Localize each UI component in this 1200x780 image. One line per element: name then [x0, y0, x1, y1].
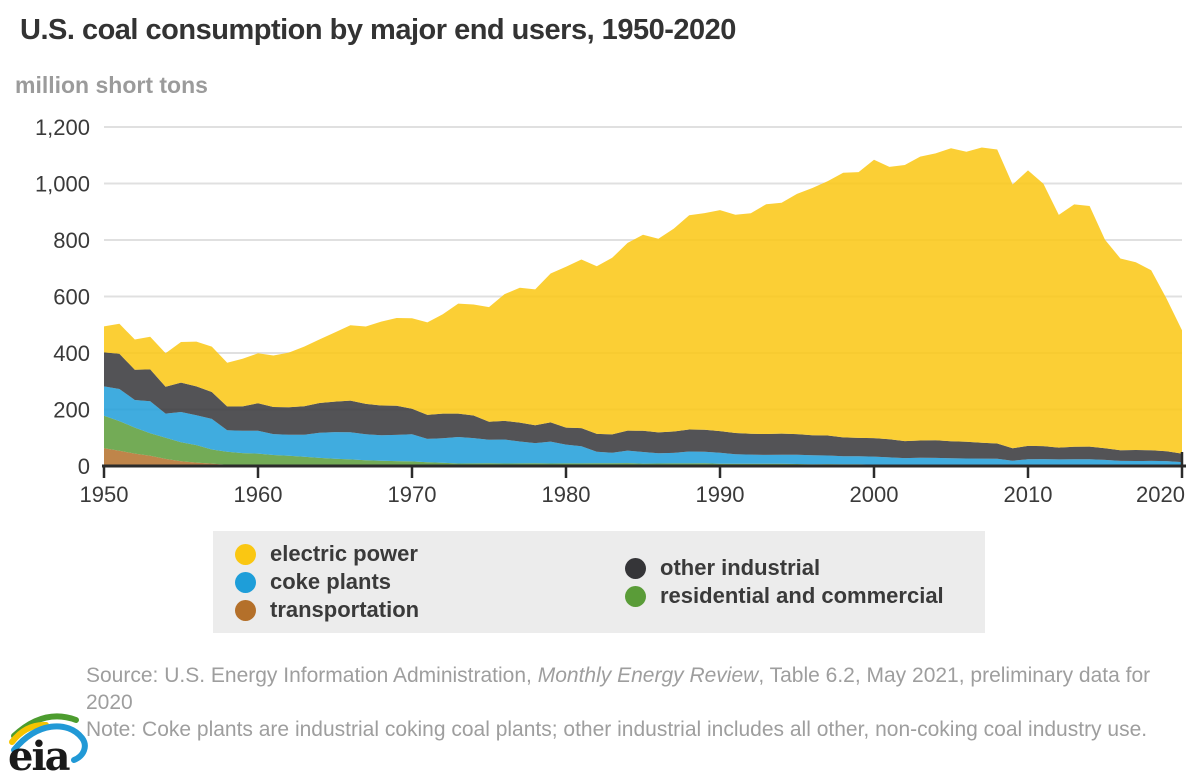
y-tick-label-200: 200	[53, 398, 90, 423]
area-electric-power	[104, 147, 1182, 454]
legend-swatch-icon	[625, 557, 646, 579]
logo-wordmark: eia	[8, 733, 70, 776]
legend-item-residential-and-commercial: residential and commercial	[625, 582, 965, 610]
legend: electric power coke plants transportation …	[213, 531, 985, 633]
legend-label: other industrial	[660, 555, 821, 580]
note-text: Note: Coke plants are industrial coking …	[86, 718, 1148, 741]
legend-swatch-icon	[235, 543, 256, 565]
legend-swatch-icon	[235, 571, 256, 593]
legend-item-electric-power: electric power	[235, 540, 625, 568]
legend-label: transportation	[270, 597, 420, 622]
area-coke-plants	[104, 386, 1182, 466]
legend-item-other-industrial: other industrial	[625, 554, 965, 582]
y-tick-label-0: 0	[78, 454, 90, 479]
legend-item-coke-plants: coke plants	[235, 568, 625, 596]
x-tick-label-1990: 1990	[696, 482, 745, 507]
y-axis-units-label: million short tons	[15, 72, 208, 98]
area-other-industrial	[104, 352, 1182, 463]
x-tick-label-2020: 2020	[1136, 482, 1185, 507]
x-tick-label-1960: 1960	[234, 482, 283, 507]
area-transportation	[104, 448, 1182, 466]
y-tick-label-400: 400	[53, 341, 90, 366]
legend-swatch-icon	[625, 585, 646, 607]
x-tick-label-2010: 2010	[1004, 482, 1053, 507]
footer-text: Source: U.S. Energy Information Administ…	[86, 662, 1158, 743]
eia-logo: eia	[8, 713, 88, 776]
page-title: U.S. coal consumption by major end users…	[20, 14, 736, 46]
legend-label: electric power	[270, 541, 418, 566]
x-tick-label-1950: 1950	[80, 482, 129, 507]
x-tick-label-2000: 2000	[850, 482, 899, 507]
source-text: Source: U.S. Energy Information Administ…	[86, 664, 1151, 714]
legend-label: residential and commercial	[660, 583, 944, 608]
y-tick-label-800: 800	[53, 228, 90, 253]
x-tick-label-1980: 1980	[542, 482, 591, 507]
y-tick-label-1200: 1,200	[35, 115, 90, 140]
legend-label: coke plants	[270, 569, 392, 594]
logo-yellow-swoosh-icon	[9, 721, 49, 745]
legend-item-transportation: transportation	[235, 596, 625, 624]
legend-column-2: other industrial residential and commerci…	[625, 554, 965, 610]
y-tick-label-600: 600	[53, 285, 90, 310]
legend-swatch-icon	[235, 599, 256, 621]
area-residential-and-commercial	[104, 415, 1182, 466]
legend-column-1: electric power coke plants transportation	[235, 540, 625, 624]
logo-blue-swoosh-icon	[11, 723, 88, 763]
x-tick-label-1970: 1970	[388, 482, 437, 507]
y-tick-label-1000: 1,000	[35, 172, 90, 197]
